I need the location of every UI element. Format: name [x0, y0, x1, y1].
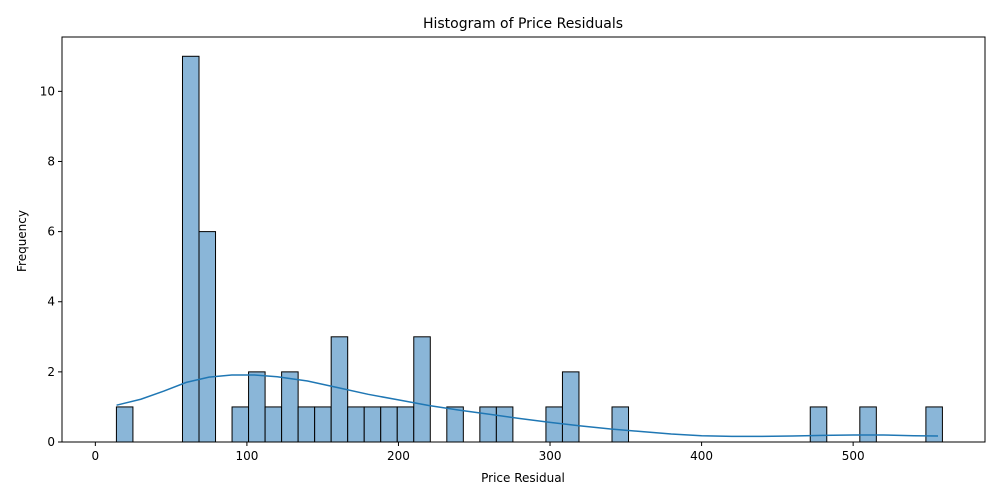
kde-layer	[116, 374, 939, 438]
histogram-bar-17	[495, 406, 514, 443]
histogram-bar-7	[297, 406, 316, 443]
histogram-bar-15	[446, 406, 464, 443]
histogram-bar-12	[380, 406, 398, 443]
chart-title: Histogram of Price Residuals	[423, 16, 623, 32]
histogram-bar-2	[198, 231, 217, 443]
bars-layer	[115, 55, 943, 443]
ticks-layer: 0 100 200 300 400 500 0 2 4 6 8 10	[40, 84, 865, 463]
y-tick-label: 8	[47, 154, 55, 168]
histogram-bar-11	[363, 406, 382, 443]
histogram-bar-5	[264, 406, 283, 443]
histogram-bar-22	[859, 406, 877, 443]
histogram-bar-0	[115, 406, 134, 443]
x-tick-label: 0	[92, 449, 100, 463]
histogram-bar-13	[396, 406, 415, 443]
x-tick-label: 300	[539, 449, 562, 463]
axes-layer	[61, 36, 986, 443]
histogram-bar-14	[413, 336, 431, 443]
histogram-bar-18	[545, 406, 563, 443]
histogram-bar-4	[248, 371, 266, 443]
histogram-bar-10	[347, 406, 365, 443]
x-axis-label: Price Residual	[481, 471, 565, 485]
y-tick-label: 2	[47, 365, 55, 379]
y-tick-label: 4	[47, 295, 55, 309]
histogram-bar-1	[181, 55, 200, 443]
histogram-bar-19	[561, 371, 580, 443]
y-tick-label: 6	[47, 225, 55, 239]
x-tick-label: 400	[690, 449, 713, 463]
x-tick-label: 100	[235, 449, 258, 463]
y-tick-label: 10	[40, 84, 55, 98]
histogram-bar-16	[479, 406, 497, 443]
histogram-bar-23	[925, 406, 943, 443]
x-tick-label: 500	[842, 449, 865, 463]
histogram-bar-6	[281, 371, 299, 443]
kde-density-line	[116, 374, 939, 438]
x-tick-label: 200	[387, 449, 410, 463]
histogram-bar-8	[314, 406, 332, 443]
plot-frame	[61, 36, 986, 443]
histogram-bar-20	[611, 406, 630, 443]
y-tick-label: 0	[47, 435, 55, 449]
y-axis-label: Frequency	[15, 210, 29, 272]
histogram-bar-3	[231, 406, 250, 443]
histogram-bar-21	[809, 406, 828, 443]
